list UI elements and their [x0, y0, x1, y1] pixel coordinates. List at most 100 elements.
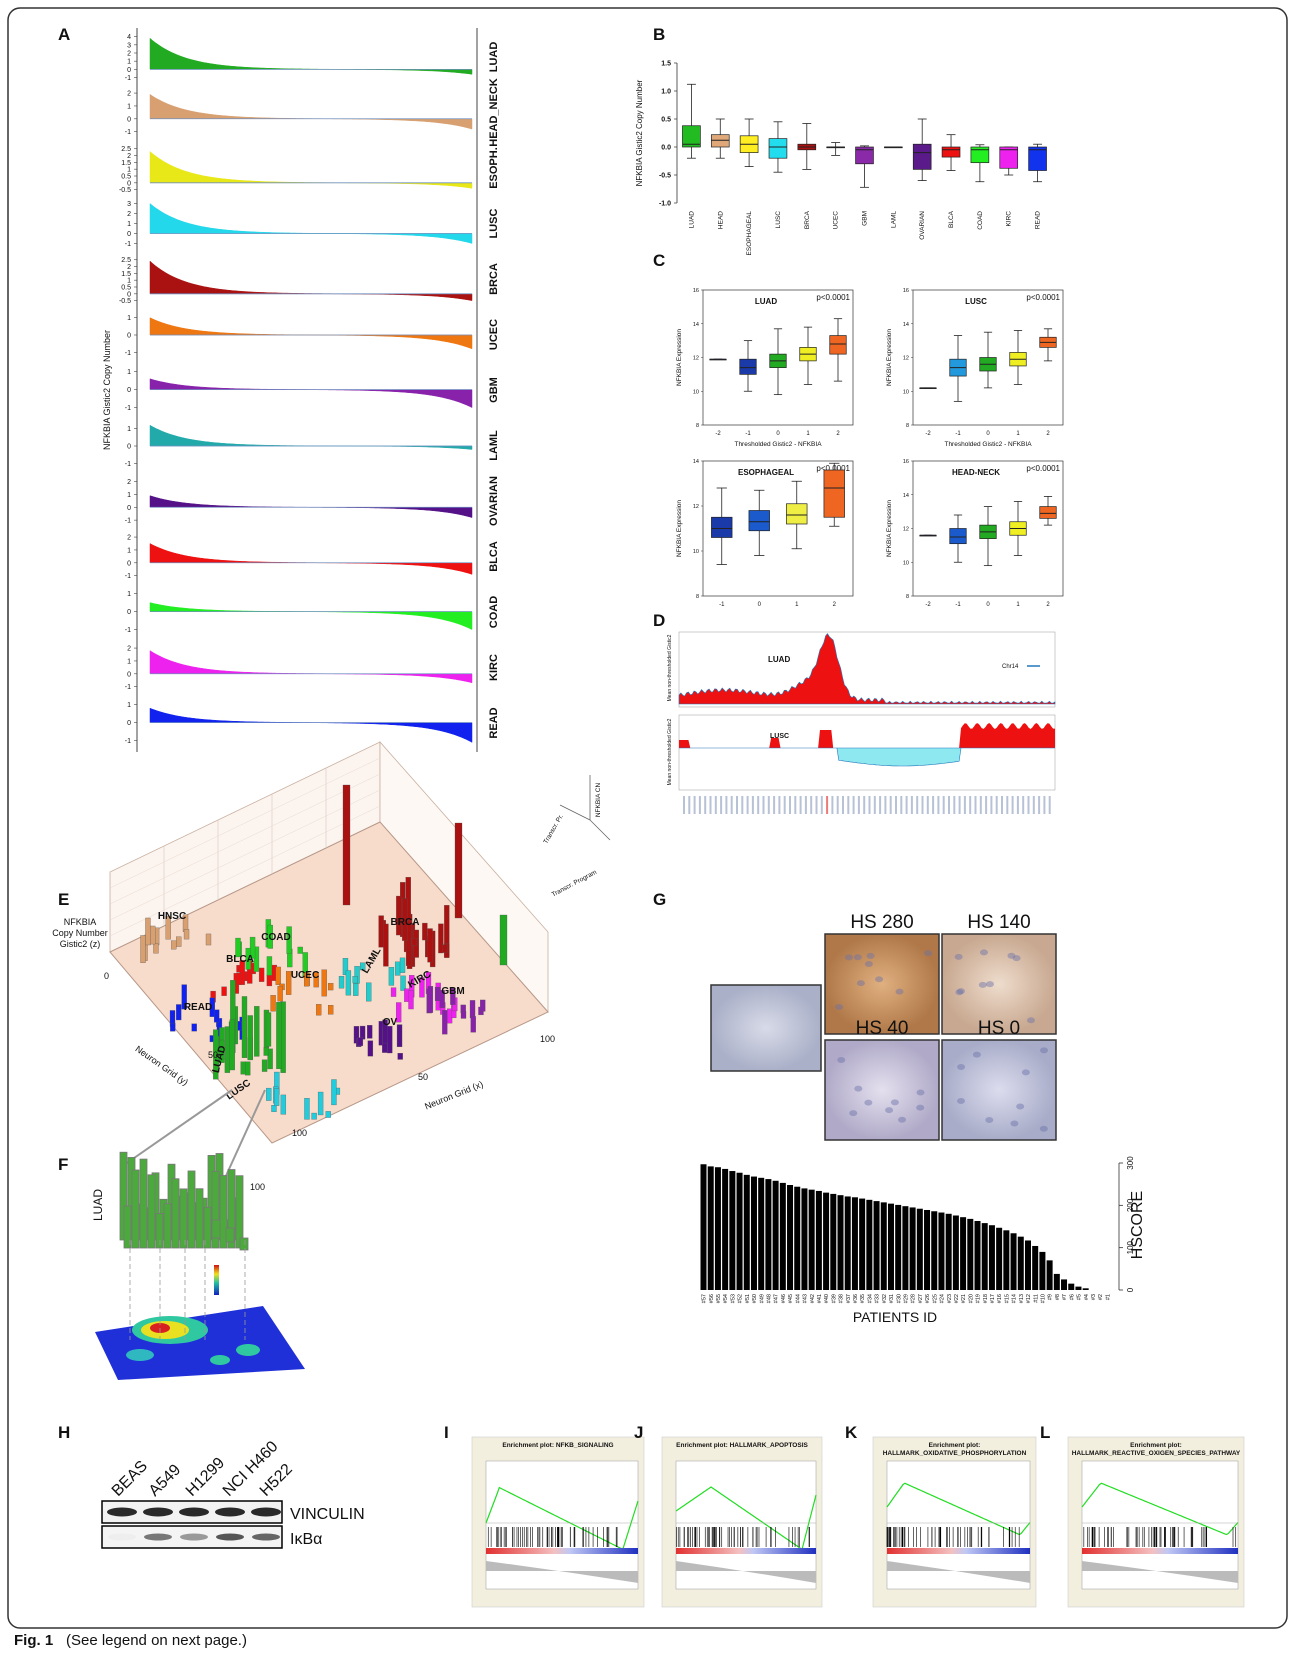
gsea-title: Enrichment plot: HALLMARK_APOPTOSIS [676, 1442, 808, 1449]
nucleus [1022, 1069, 1030, 1075]
y-tick-label: 1 [127, 658, 131, 665]
gene-tick [911, 796, 913, 814]
nucleus [865, 961, 873, 967]
bar [888, 1204, 894, 1290]
neuron-column [343, 785, 350, 905]
key-axis [560, 805, 590, 820]
bar [780, 1183, 786, 1290]
x-tick-label: 1 [795, 602, 799, 608]
x-tick-label: #36 [853, 1294, 859, 1303]
gene-tick [1001, 796, 1003, 814]
x-tick-label: #8 [1055, 1294, 1061, 1300]
y-tick-label: 0 [127, 720, 131, 727]
x-tick-label: UCEC [833, 211, 840, 230]
panel-label: E [58, 890, 69, 909]
x-tick-label: #54 [723, 1294, 729, 1303]
gene-tick [794, 796, 796, 814]
nucleus [896, 989, 904, 995]
x-axis-label: Thresholded Gistic2 - NFKBIA [734, 441, 822, 448]
gene-tick [800, 796, 802, 814]
y-tick-label: -0.5 [119, 187, 131, 194]
gsea-title: HALLMARK_REACTIVE_OXIGEN_SPECIES_PATHWAY [1072, 1450, 1241, 1457]
x-tick-label: -2 [925, 602, 931, 608]
nucleus [973, 1052, 981, 1058]
x-tick-label: READ [1035, 211, 1042, 229]
y-axis-label: NFKBIA Expression [676, 329, 683, 386]
gene-tick [874, 796, 876, 814]
neuron-column [226, 1228, 234, 1242]
neuron-column [358, 1038, 363, 1046]
neuron-column [298, 947, 303, 954]
x-tick-label: #53 [730, 1294, 736, 1303]
neuron-column [259, 968, 264, 982]
y-tick-label: 1.0 [661, 89, 671, 96]
rank-gradient [486, 1548, 638, 1554]
x-tick-label: #47 [774, 1294, 780, 1303]
x-tick-label: 0 [986, 602, 990, 608]
ihc-tile [942, 1040, 1056, 1140]
gene-tick [1049, 796, 1051, 814]
strip-label: BRCA [488, 263, 500, 295]
bar [931, 1211, 937, 1290]
x-tick-label: 100 [292, 1128, 307, 1138]
gene-tick [975, 796, 977, 814]
y-tick-label: 0 [127, 387, 131, 394]
neuron-column [164, 1204, 171, 1248]
x-tick-label: #2 [1098, 1294, 1104, 1300]
strip-label: READ [488, 707, 500, 738]
y-axis-label: NFKBIA Expression [886, 500, 893, 557]
heatmap-spot [210, 1355, 230, 1365]
caption-label: Fig. 1 [14, 1632, 53, 1649]
band [107, 1508, 137, 1517]
x-tick-label: #4 [1084, 1294, 1090, 1300]
z-axis-label: Gistic2 (z) [60, 939, 101, 949]
gene-tick [1006, 796, 1008, 814]
copy-number-area [150, 318, 472, 349]
bar [975, 1221, 981, 1290]
heatmap-spot [126, 1349, 154, 1361]
strip-label: KIRC [488, 654, 500, 681]
bar [838, 1195, 844, 1290]
x-tick-label: #25 [932, 1294, 938, 1303]
panel-label: A [58, 25, 70, 44]
x-tick-label: LUSC [775, 211, 782, 229]
bar [917, 1209, 923, 1290]
x-tick-label: 1 [806, 431, 810, 437]
bar [715, 1167, 721, 1290]
box [824, 470, 845, 517]
nucleus [979, 982, 987, 988]
bar [845, 1196, 851, 1290]
x-tick-label: #18 [983, 1294, 989, 1303]
gene-tick [683, 796, 685, 814]
y-tick-label: 0.5 [661, 117, 671, 124]
cluster-label: UCEC [291, 970, 319, 981]
gene-tick [922, 796, 924, 814]
panel-label: C [653, 251, 665, 270]
neuron-column [442, 945, 447, 953]
y-tick-label: 1 [127, 492, 131, 499]
x-tick-label: #34 [867, 1294, 873, 1303]
box [1029, 147, 1047, 171]
neuron-column [368, 1041, 373, 1056]
x-tick-label: #11 [1033, 1294, 1039, 1303]
neuron-column [400, 958, 405, 973]
x-tick-label: HEAD [717, 211, 724, 229]
x-tick-label: #56 [709, 1294, 715, 1303]
x-tick-label: -1 [745, 431, 751, 437]
x-tick-label: -1 [955, 431, 961, 437]
gene-tick [778, 796, 780, 814]
gsea-title: Enrichment plot: [1130, 1442, 1182, 1449]
box [950, 529, 967, 544]
neuron-column [326, 1111, 331, 1117]
gene-tick [816, 796, 818, 814]
bar [874, 1201, 880, 1290]
bar [1083, 1288, 1089, 1290]
x-tick-label: 50 [418, 1072, 428, 1082]
key-axis [590, 820, 610, 840]
neuron-column [222, 987, 227, 996]
y-tick-label: 14 [903, 493, 909, 499]
nucleus [854, 954, 862, 960]
x-tick-label: #28 [911, 1294, 917, 1303]
gene-tick [1022, 796, 1024, 814]
neuron-column [398, 1053, 403, 1059]
